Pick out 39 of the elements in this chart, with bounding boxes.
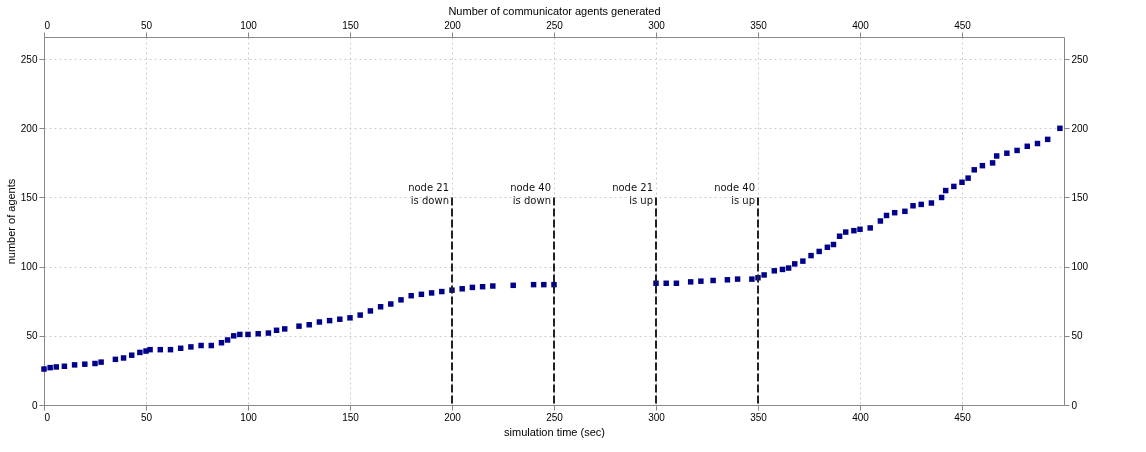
y-tick-label: 50: [26, 330, 38, 342]
y-tick-label: 250: [20, 53, 38, 65]
y-tick-label: 100: [20, 261, 38, 273]
x2-tick-label: 0: [44, 19, 51, 31]
annotation: node 40 is down: [510, 182, 551, 207]
x2-tick-label: 150: [342, 19, 360, 31]
y2-tick-label: 100: [1071, 261, 1089, 273]
x2-tick-label: 100: [240, 19, 258, 31]
x-tick-label: 250: [546, 411, 564, 423]
annotation: node 21 is down: [408, 182, 449, 207]
x2-tick-label: 300: [648, 19, 666, 31]
y-tick-label: 200: [20, 122, 38, 134]
x-tick-label: 200: [444, 411, 462, 423]
x2-axis-title: Number of communicator agents generated: [448, 4, 661, 17]
x-tick-label: 400: [852, 411, 870, 423]
y-tick-label: 0: [31, 399, 38, 411]
x2-tick-label: 250: [546, 19, 564, 31]
y2-tick-label: 0: [1071, 399, 1078, 411]
annotation: node 21 is up: [612, 182, 653, 207]
x2-tick-label: 350: [750, 19, 768, 31]
x-tick-label: 0: [44, 411, 51, 423]
x2-tick-label: 200: [444, 19, 462, 31]
y2-tick-label: 200: [1071, 122, 1089, 134]
x2-tick-label: 400: [852, 19, 870, 31]
annotation: node 40 is up: [714, 182, 755, 207]
x-tick-label: 150: [342, 411, 360, 423]
x2-tick-label: 450: [954, 19, 972, 31]
x-tick-label: 50: [140, 411, 153, 423]
x-tick-label: 300: [648, 411, 666, 423]
y-tick-label: 150: [20, 191, 38, 203]
y-axis-title: number of agents: [4, 178, 17, 265]
x-tick-label: 450: [954, 411, 972, 423]
x-tick-label: 350: [750, 411, 768, 423]
x2-tick-label: 50: [140, 19, 153, 31]
x-axis-title: simulation time (sec): [504, 425, 605, 438]
y2-tick-label: 50: [1071, 330, 1084, 342]
y2-tick-label: 150: [1071, 191, 1089, 203]
y2-tick-label: 250: [1071, 53, 1089, 65]
x-tick-label: 100: [240, 411, 258, 423]
